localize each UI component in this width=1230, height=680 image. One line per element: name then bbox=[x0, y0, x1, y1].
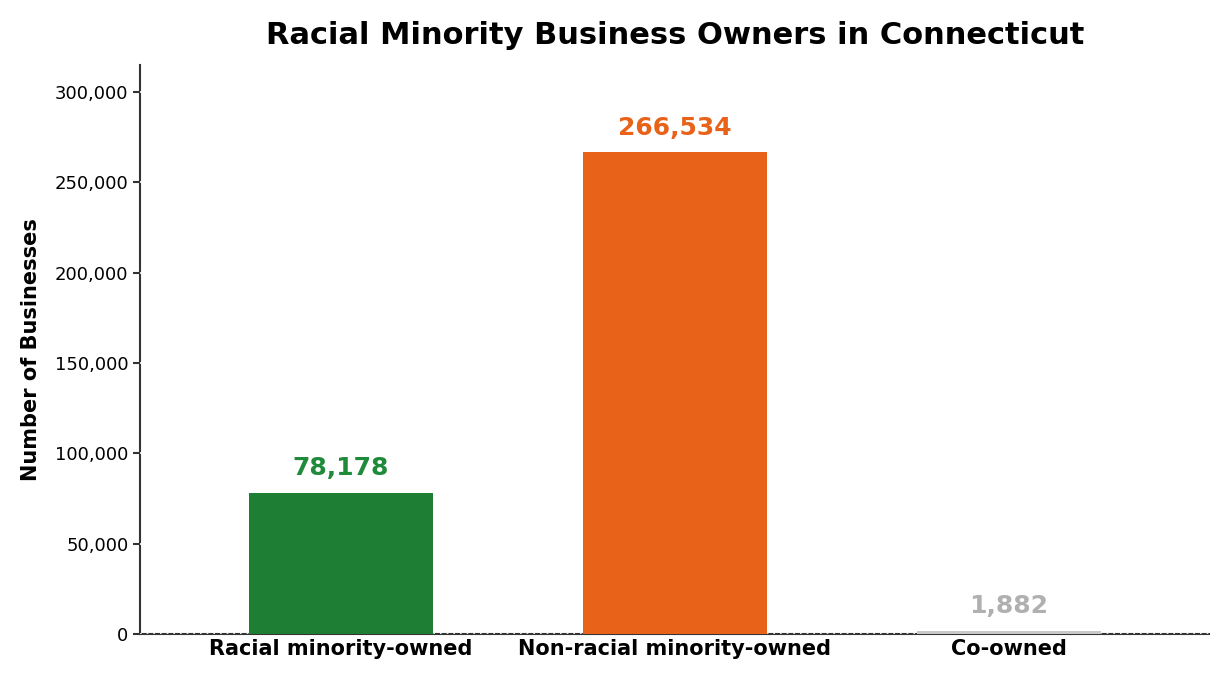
Text: 1,882: 1,882 bbox=[969, 594, 1048, 618]
Text: 78,178: 78,178 bbox=[293, 456, 389, 480]
Bar bbox=[916, 631, 1101, 634]
Title: Racial Minority Business Owners in Connecticut: Racial Minority Business Owners in Conne… bbox=[266, 21, 1084, 50]
Y-axis label: Number of Businesses: Number of Businesses bbox=[21, 218, 41, 481]
Bar bbox=[248, 493, 433, 634]
Text: 266,534: 266,534 bbox=[617, 116, 732, 139]
Bar bbox=[583, 152, 766, 634]
